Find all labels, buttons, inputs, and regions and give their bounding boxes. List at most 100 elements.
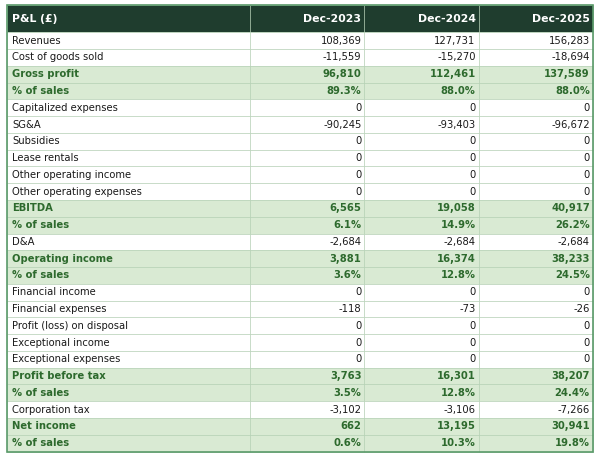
- Text: 0: 0: [355, 338, 361, 347]
- Bar: [364, 49, 479, 66]
- Text: 30,941: 30,941: [551, 421, 590, 431]
- Bar: [479, 32, 593, 49]
- Bar: [479, 200, 593, 217]
- Text: 0: 0: [584, 354, 590, 364]
- Text: Revenues: Revenues: [12, 36, 61, 46]
- Bar: [250, 267, 364, 284]
- Bar: [250, 334, 364, 351]
- Bar: [364, 351, 479, 368]
- Text: Gross profit: Gross profit: [12, 69, 79, 79]
- Bar: [7, 133, 250, 150]
- Text: -18,694: -18,694: [551, 53, 590, 63]
- Bar: [250, 301, 364, 317]
- Bar: [364, 267, 479, 284]
- Text: 19.8%: 19.8%: [555, 438, 590, 448]
- Text: 38,233: 38,233: [551, 254, 590, 264]
- Bar: [7, 150, 250, 166]
- Bar: [250, 217, 364, 234]
- Bar: [250, 384, 364, 401]
- Text: -2,684: -2,684: [329, 237, 361, 247]
- Bar: [7, 166, 250, 183]
- Text: 12.8%: 12.8%: [440, 271, 476, 281]
- Bar: [364, 150, 479, 166]
- Text: 13,195: 13,195: [437, 421, 476, 431]
- Bar: [250, 66, 364, 83]
- Text: Lease rentals: Lease rentals: [12, 153, 79, 163]
- Text: Cost of goods sold: Cost of goods sold: [12, 53, 104, 63]
- Text: 127,731: 127,731: [434, 36, 476, 46]
- Text: 3,881: 3,881: [329, 254, 361, 264]
- Text: Dec-2025: Dec-2025: [532, 14, 590, 24]
- Text: 0: 0: [584, 136, 590, 146]
- Bar: [7, 301, 250, 317]
- Bar: [7, 116, 250, 133]
- Text: 0: 0: [584, 170, 590, 180]
- Text: -2,684: -2,684: [558, 237, 590, 247]
- Bar: [479, 133, 593, 150]
- Bar: [364, 200, 479, 217]
- Text: 3.6%: 3.6%: [334, 271, 361, 281]
- Text: -73: -73: [460, 304, 476, 314]
- Bar: [250, 200, 364, 217]
- Text: 0.6%: 0.6%: [334, 438, 361, 448]
- Bar: [364, 83, 479, 99]
- Bar: [479, 401, 593, 418]
- Text: 0: 0: [469, 321, 476, 331]
- Text: 0: 0: [469, 338, 476, 347]
- Bar: [7, 99, 250, 116]
- Text: 24.4%: 24.4%: [554, 388, 590, 398]
- Bar: [250, 49, 364, 66]
- Text: -96,672: -96,672: [551, 120, 590, 129]
- Text: 0: 0: [355, 186, 361, 197]
- Bar: [7, 418, 250, 435]
- Bar: [479, 317, 593, 334]
- Text: % of sales: % of sales: [12, 220, 69, 230]
- Text: 16,301: 16,301: [437, 371, 476, 381]
- Text: 14.9%: 14.9%: [440, 220, 476, 230]
- Text: Financial expenses: Financial expenses: [12, 304, 107, 314]
- Bar: [7, 368, 250, 384]
- Text: Profit before tax: Profit before tax: [12, 371, 106, 381]
- Bar: [479, 334, 593, 351]
- Text: 26.2%: 26.2%: [555, 220, 590, 230]
- Text: 0: 0: [469, 103, 476, 113]
- Bar: [250, 401, 364, 418]
- Text: -93,403: -93,403: [437, 120, 476, 129]
- Bar: [250, 133, 364, 150]
- Bar: [364, 250, 479, 267]
- Bar: [7, 284, 250, 301]
- Bar: [364, 368, 479, 384]
- Text: 0: 0: [355, 287, 361, 297]
- Bar: [364, 217, 479, 234]
- Bar: [250, 351, 364, 368]
- Bar: [479, 234, 593, 250]
- Bar: [364, 5, 479, 32]
- Text: 0: 0: [584, 321, 590, 331]
- Text: Corporation tax: Corporation tax: [12, 404, 89, 414]
- Bar: [479, 435, 593, 452]
- Bar: [250, 32, 364, 49]
- Text: -26: -26: [574, 304, 590, 314]
- Text: 0: 0: [584, 287, 590, 297]
- Text: 0: 0: [469, 170, 476, 180]
- Text: D&A: D&A: [12, 237, 35, 247]
- Text: -11,559: -11,559: [323, 53, 361, 63]
- Bar: [479, 49, 593, 66]
- Bar: [250, 368, 364, 384]
- Bar: [7, 334, 250, 351]
- Text: P&L (£): P&L (£): [12, 14, 58, 24]
- Bar: [7, 217, 250, 234]
- Bar: [250, 418, 364, 435]
- Text: 16,374: 16,374: [437, 254, 476, 264]
- Bar: [7, 5, 250, 32]
- Text: -3,102: -3,102: [329, 404, 361, 414]
- Bar: [7, 49, 250, 66]
- Bar: [479, 183, 593, 200]
- Bar: [250, 284, 364, 301]
- Bar: [479, 166, 593, 183]
- Bar: [364, 234, 479, 250]
- Bar: [364, 133, 479, 150]
- Text: Exceptional income: Exceptional income: [12, 338, 110, 347]
- Text: 0: 0: [584, 103, 590, 113]
- Text: 40,917: 40,917: [551, 203, 590, 213]
